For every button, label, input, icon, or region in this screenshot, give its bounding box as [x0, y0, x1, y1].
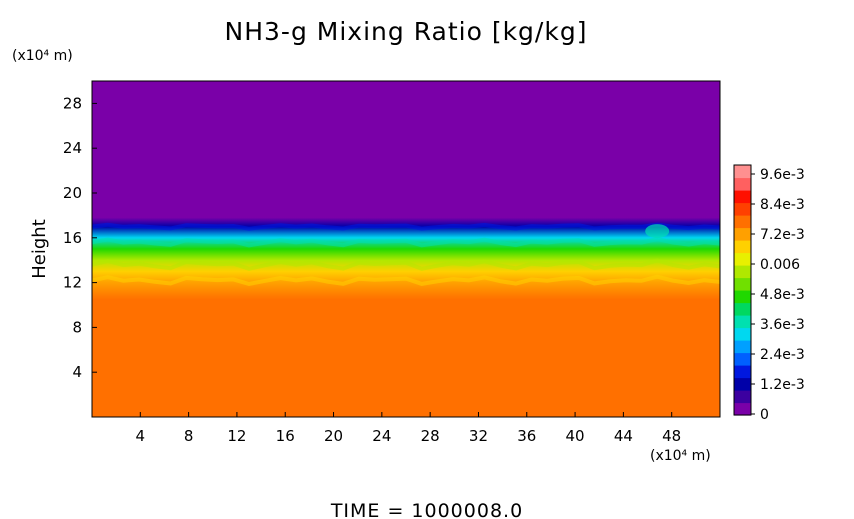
x-tick-label: 16: [276, 427, 295, 445]
x-tick-label: 20: [324, 427, 343, 445]
x-tick-label: 48: [662, 427, 681, 445]
colorbar: 0 1.2e-3 2.4e-3 3.6e-3 4.8e-3 0.006 7.2e-3 8.4e…: [733, 164, 805, 423]
y-tick-label: 24: [63, 139, 82, 157]
y-tick-label: 20: [63, 184, 82, 202]
y-tick-label: 4: [72, 363, 82, 381]
colorbar-band: [734, 227, 751, 241]
colorbar-band: [734, 252, 751, 266]
x-tick-label: 4: [136, 427, 146, 445]
colorbar-band: [734, 365, 751, 379]
colorbar-band: [734, 315, 751, 329]
colorbar-band: [734, 302, 751, 316]
x-axis-unit: (x10⁴ m): [650, 448, 711, 464]
chart-title: NH3-g Mixing Ratio [kg/kg]: [225, 17, 588, 46]
colorbar-band: [734, 190, 751, 204]
x-tick-label: 24: [372, 427, 391, 445]
x-tick-label: 28: [421, 427, 440, 445]
colorbar-band: [734, 352, 751, 366]
x-tick-label: 40: [566, 427, 585, 445]
y-axis: 4 8 12 16 20 24 28: [63, 94, 97, 381]
colorbar-frame: [733, 164, 752, 416]
colorbar-tick-label: 0: [760, 407, 769, 423]
field-band: [91, 274, 721, 287]
x-axis: 4 8 12 16 20 24 28 32 36 40 44 48: [136, 412, 681, 445]
field-fill: [92, 81, 720, 417]
colorbar-tick-label: 2.4e-3: [760, 347, 805, 363]
colorbar-band: [734, 165, 751, 179]
colorbar-band: [734, 265, 751, 279]
time-label: TIME = 1000008.0: [330, 500, 523, 519]
x-tick-label: 8: [184, 427, 194, 445]
colorbar-tick-label: 1.2e-3: [760, 377, 805, 393]
field-plume: [645, 224, 670, 239]
colorbar-tick-label: 0.006: [760, 257, 800, 273]
x-tick-label: 36: [517, 427, 536, 445]
colorbar-ticks: 0 1.2e-3 2.4e-3 3.6e-3 4.8e-3 0.006 7.2e-3 8.4e…: [751, 167, 805, 423]
colorbar-tick-label: 3.6e-3: [760, 317, 805, 333]
x-tick-label: 32: [469, 427, 488, 445]
colorbar-band: [734, 277, 751, 291]
field-band: [91, 237, 721, 248]
x-tick-label: 12: [227, 427, 246, 445]
x-tick-label: 44: [614, 427, 633, 445]
colorbar-band: [734, 290, 751, 304]
colorbar-tick-label: 8.4e-3: [760, 197, 805, 213]
colorbar-band: [734, 177, 751, 191]
y-axis-unit: (x10⁴ m): [12, 48, 73, 64]
colorbar-tick-label: 9.6e-3: [760, 167, 805, 183]
field-band: [91, 222, 721, 231]
colorbar-band: [734, 402, 751, 416]
plot-area: [91, 80, 721, 418]
y-tick-label: 28: [63, 94, 82, 112]
colorbar-tick-label: 7.2e-3: [760, 227, 805, 243]
colorbar-band: [734, 390, 751, 404]
colorbar-bands: [734, 165, 751, 416]
colorbar-band: [734, 215, 751, 229]
field-detail: [91, 222, 721, 287]
colorbar-band: [734, 327, 751, 341]
colorbar-band: [734, 340, 751, 354]
y-tick-label: 8: [72, 318, 82, 336]
y-tick-label: 12: [63, 274, 82, 292]
colorbar-band: [734, 202, 751, 216]
colorbar-band: [734, 377, 751, 391]
colorbar-tick-label: 4.8e-3: [760, 287, 805, 303]
y-tick-label: 16: [63, 229, 82, 247]
field-band: [91, 258, 721, 271]
y-axis-label: Height: [29, 219, 50, 279]
colorbar-band: [734, 240, 751, 254]
plot-frame: [91, 80, 721, 418]
